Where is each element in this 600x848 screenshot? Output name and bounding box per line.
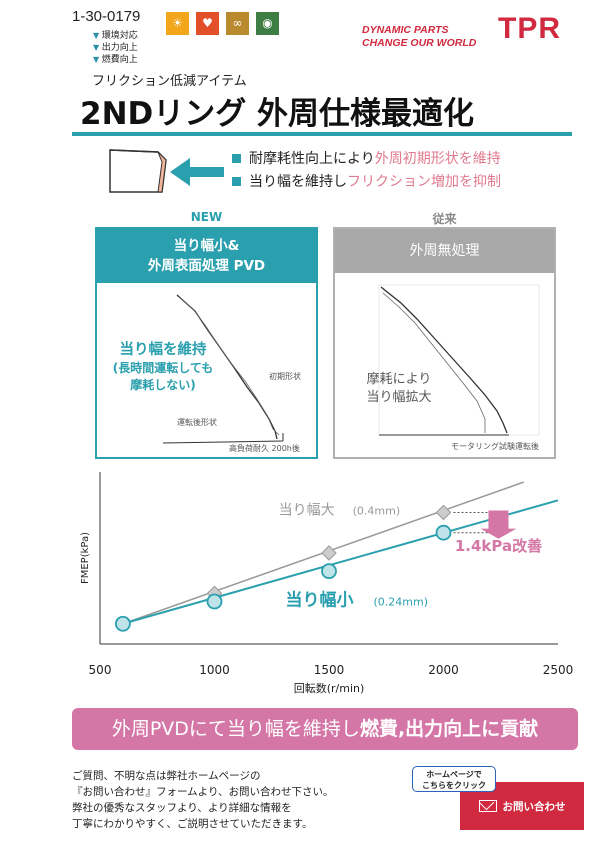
- conclusion-banner: 外周PVDにて当り幅を維持し燃費,出力向上に貢献: [72, 708, 578, 750]
- bullet-square-icon: [232, 177, 241, 186]
- new-callout-line: 摩耗しない): [130, 377, 196, 392]
- new-profile-trace: 初期形状 運転後形状 高負荷耐久 200h後 当り幅を維持 (長時間運転しても …: [113, 294, 301, 453]
- conventional-callout-line: 当り幅拡大: [366, 390, 431, 405]
- x-tick-label: 500: [89, 663, 112, 677]
- banner-bold-text: 燃費,出力向上に貢献: [359, 718, 539, 740]
- conventional-callout-line: 摩耗により: [367, 371, 432, 387]
- bullet-square-icon: [232, 154, 241, 163]
- callout-line: こちらをクリック: [422, 781, 486, 790]
- bullet-text: 耐摩耗性向上により: [249, 151, 375, 167]
- slogan-line: CHANGE OUR WORLD: [362, 37, 477, 49]
- conventional-profile-trace: 摩耗により 当り幅拡大 モータリング試験運転後: [366, 284, 540, 451]
- ring-cross-section-illustration: [109, 149, 224, 193]
- heading-line: 当り幅小&: [173, 238, 240, 254]
- improvement-arrow-icon: [480, 510, 517, 539]
- feature-bullet: 当り幅を維持しフリクション増加を抑制: [232, 171, 501, 191]
- banner-text: 外周PVDにて当り幅を維持し: [111, 718, 360, 740]
- x-tick-label: 1000: [199, 663, 230, 677]
- contact-info: ご質問、不明な点は弊社ホームページの 『お問い合わせ』フォームより、お問い合わせ…: [72, 768, 334, 832]
- document-number: 1-30-0179: [72, 8, 141, 25]
- improvement-annotation: 1.4kPa改善: [455, 537, 542, 555]
- sdg-12-consumption-icon: ∞: [226, 12, 249, 35]
- page-title: 2NDリング 外周仕様最適化: [80, 96, 475, 132]
- new-callout-line: 当り幅を維持: [120, 340, 207, 358]
- benefit-list: 環境対応 出力向上 燃費向上: [93, 30, 138, 66]
- contact-button-label: お問い合わせ: [502, 800, 566, 813]
- x-tick-label: 1500: [314, 663, 345, 677]
- chart-points: [115, 504, 452, 632]
- click-here-callout: ホームページで こちらをクリック: [412, 766, 496, 792]
- initial-shape-label: 初期形状: [269, 371, 301, 381]
- contact-line: 丁寧にわかりやすく、ご説明させていただきます。: [72, 818, 313, 830]
- series-line: [122, 499, 559, 625]
- data-point-narrow: [435, 524, 452, 541]
- data-point-narrow: [115, 615, 131, 632]
- conventional-panel-caption: モータリング試験運転後: [451, 441, 539, 451]
- company-slogan: DYNAMIC PARTS CHANGE OUR WORLD: [362, 24, 476, 50]
- x-axis-label: 回転数(r/min): [294, 682, 365, 695]
- mail-icon: [478, 800, 497, 812]
- bullet-highlight: 外周初期形状を維持: [374, 151, 501, 167]
- title-divider: [72, 132, 572, 136]
- new-label: NEW: [190, 210, 223, 224]
- contact-line: ご質問、不明な点は弊社ホームページの: [72, 770, 261, 782]
- slogan-line: DYNAMIC PARTS: [362, 24, 449, 36]
- sdg-7-energy-icon: ☀: [166, 12, 189, 35]
- callout-line: ホームページで: [426, 770, 482, 779]
- page-subtitle: フリクション低減アイテム: [92, 74, 247, 89]
- contact-line: 弊社の優秀なスタッフより、より詳細な情報を: [72, 802, 292, 814]
- bullet-text: 当り幅を維持し: [249, 174, 347, 190]
- benefit-item: 環境対応: [93, 30, 138, 42]
- tpr-logo: TPR: [498, 12, 561, 45]
- x-tick-label: 2500: [543, 663, 574, 677]
- chart-labels: 当り幅大 (0.4mm) 当り幅小 (0.24mm) 1.4kPa改善: [279, 502, 542, 610]
- fmep-chart: 500 1000 1500 2000 2500 回転数(r/min) FMEP(kPa) 当…: [80, 472, 573, 695]
- new-spec-panel: 当り幅小& 外周表面処理 PVD 初期形状 運転後形状 高負荷耐久 200h後 …: [95, 227, 318, 459]
- sdg-3-health-icon: ♥: [196, 12, 219, 35]
- contact-line: 『お問い合わせ』フォームより、お問い合わせ下さい。: [72, 786, 334, 798]
- series-label-narrow: 当り幅小: [285, 590, 353, 611]
- series-label-wide: 当り幅大: [279, 502, 335, 518]
- new-spec-heading: 当り幅小& 外周表面処理 PVD: [97, 229, 316, 283]
- x-tick-label: 2000: [428, 663, 459, 677]
- feature-bullet: 耐摩耗性向上により外周初期形状を維持: [232, 148, 501, 168]
- data-point-narrow: [206, 593, 223, 610]
- benefit-item: 燃費向上: [93, 54, 138, 66]
- conventional-panel: 外周無処理 摩耗により 当り幅拡大 モータリング試験運転後: [333, 227, 556, 459]
- chart-axes: 500 1000 1500 2000 2500 回転数(r/min) FMEP(kPa): [80, 472, 573, 695]
- new-callout-line: (長時間運転しても: [113, 360, 214, 375]
- after-run-shape-label: 運転後形状: [177, 417, 217, 427]
- sdg-15-land-icon: ◉: [256, 12, 279, 35]
- conventional-heading: 外周無処理: [335, 229, 554, 273]
- conventional-label: 従来: [432, 212, 457, 226]
- data-point-wide: [321, 545, 337, 561]
- bullet-highlight: フリクション増加を抑制: [347, 174, 501, 190]
- data-point-narrow: [321, 563, 337, 580]
- series-label-narrow-detail: (0.24mm): [373, 596, 428, 609]
- benefit-item: 出力向上: [93, 42, 138, 54]
- new-panel-caption: 高負荷耐久 200h後: [229, 443, 300, 453]
- y-axis-label: FMEP(kPa): [80, 532, 91, 584]
- data-point-wide: [435, 504, 452, 521]
- series-label-wide-detail: (0.4mm): [353, 504, 401, 517]
- heading-line: 外周表面処理 PVD: [147, 258, 266, 274]
